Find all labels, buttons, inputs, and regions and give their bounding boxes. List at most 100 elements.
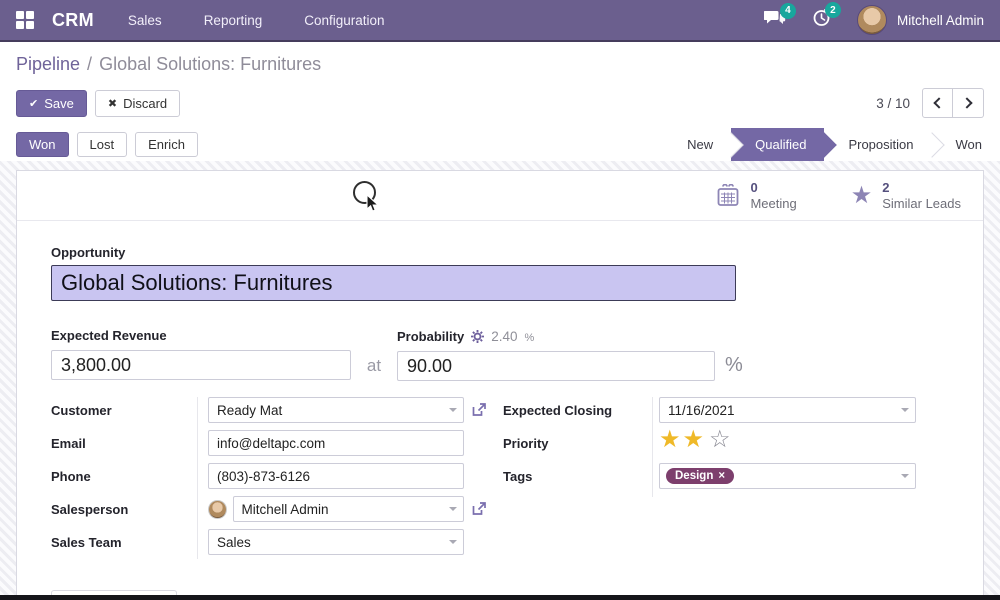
left-field-column: Customer Ready Mat Email <box>51 397 503 562</box>
fields-grid: Customer Ready Mat Email <box>51 397 949 562</box>
stage-proposition[interactable]: Proposition <box>824 128 932 161</box>
salesperson-label: Salesperson <box>51 501 129 517</box>
meeting-stat-text: 0 Meeting <box>750 180 796 213</box>
salesperson-control: Mitchell Admin <box>208 496 464 522</box>
bottom-progress-bar <box>0 595 1000 600</box>
opportunity-title-input[interactable]: Global Solutions: Furnitures <box>51 265 736 301</box>
cross-icon: ✖ <box>107 97 118 110</box>
mouse-cursor-icon <box>366 194 380 212</box>
stage-qualified[interactable]: Qualified <box>731 128 825 161</box>
activities-badge: 2 <box>824 2 841 18</box>
group-divider-right <box>652 397 653 497</box>
star-icon: ★ <box>850 182 873 209</box>
activities-button[interactable]: 2 <box>812 2 841 32</box>
expected-closing-select[interactable]: 11/16/2021 <box>659 397 916 423</box>
mark-lost-button[interactable]: Lost <box>76 132 128 157</box>
breadcrumb-separator: / <box>87 53 93 74</box>
probability-label: Probability <box>397 329 465 344</box>
at-word: at <box>366 356 382 375</box>
chevron-down-icon <box>449 540 457 544</box>
record-actions: ✔ Save ✖ Discard <box>16 89 181 117</box>
phone-input[interactable]: (803)-873-6126 <box>208 463 464 489</box>
salesperson-field-row: Salesperson Mitchell Admin <box>51 496 503 522</box>
chevron-down-icon <box>901 408 909 412</box>
tags-field-row: Tags Design × <box>503 463 923 489</box>
customer-label: Customer <box>51 402 112 418</box>
tags-input: Design × <box>659 463 916 489</box>
apps-menu-icon[interactable] <box>16 11 34 29</box>
probability-label-row: Probability 2.40 % <box>397 328 715 344</box>
similar-leads-stat-button[interactable]: ★ 2 Similar Leads <box>839 176 973 217</box>
discard-button-label: Discard <box>123 95 168 111</box>
phone-field-row: Phone (803)-873-6126 <box>51 463 503 489</box>
customer-field-row: Customer Ready Mat <box>51 397 503 423</box>
customer-external-link-icon[interactable] <box>471 402 487 418</box>
tag-design[interactable]: Design × <box>666 468 735 484</box>
sheet-button-box: 0 Meeting ★ 2 Similar Leads <box>17 171 983 221</box>
customer-select[interactable]: Ready Mat <box>208 397 464 423</box>
expected-revenue-group: Expected Revenue 3,800.00 <box>51 328 351 381</box>
app-brand[interactable]: CRM <box>52 9 94 30</box>
meeting-stat-button[interactable]: 0 Meeting <box>704 176 808 217</box>
meeting-count: 0 <box>750 179 758 195</box>
star-empty-icon[interactable]: ☆ <box>709 425 731 453</box>
tags-select[interactable]: Design × <box>659 463 916 489</box>
right-field-column: Expected Closing 11/16/2021 Priority ★★ … <box>503 397 923 562</box>
form-sheet: 0 Meeting ★ 2 Similar Leads Opportunity <box>16 170 984 600</box>
navbar-right: 4 2 Mitchell Admin <box>763 2 984 35</box>
salesperson-external-link-icon[interactable] <box>471 501 487 517</box>
pager: 3 / 10 <box>876 88 984 118</box>
tags-label: Tags <box>503 468 533 484</box>
probability-auto-unit: % <box>524 332 535 344</box>
menu-sales[interactable]: Sales <box>127 12 162 28</box>
sales-team-field-row: Sales Team Sales <box>51 529 503 555</box>
save-button[interactable]: ✔ Save <box>16 89 87 117</box>
sales-team-value: Sales <box>208 529 464 555</box>
breadcrumb-pipeline-link[interactable]: Pipeline <box>16 53 81 74</box>
email-input-wrap: info@deltapc.com <box>208 430 464 456</box>
phone-label: Phone <box>51 468 91 484</box>
salesperson-value: Mitchell Admin <box>232 496 464 522</box>
tag-remove-icon[interactable]: × <box>718 470 726 482</box>
expected-revenue-input[interactable]: 3,800.00 <box>51 350 351 380</box>
navbar-left: CRM Sales Reporting Configuration <box>16 10 427 31</box>
email-input[interactable]: info@deltapc.com <box>208 430 464 456</box>
top-navbar: CRM Sales Reporting Configuration 4 2 <box>0 0 1000 42</box>
phone-input-wrap: (803)-873-6126 <box>208 463 464 489</box>
messages-button[interactable]: 4 <box>763 2 796 32</box>
user-name[interactable]: Mitchell Admin <box>896 12 984 28</box>
stage-statusbar: New Qualified Proposition Won <box>663 128 1000 161</box>
sales-team-select[interactable]: Sales <box>208 529 464 555</box>
probability-unit-suffix: % <box>725 354 743 376</box>
salesperson-select[interactable]: Mitchell Admin <box>232 496 464 522</box>
revenue-probability-row: Expected Revenue 3,800.00 at Probability <box>51 328 949 381</box>
probability-input[interactable]: 90.00 <box>397 351 715 381</box>
discard-button[interactable]: ✖ Discard <box>94 89 181 117</box>
menu-reporting[interactable]: Reporting <box>203 12 263 28</box>
stage-new[interactable]: New <box>663 128 732 161</box>
chevron-down-icon <box>901 474 909 478</box>
email-field-row: Email info@deltapc.com <box>51 430 503 456</box>
calendar-icon <box>718 184 739 206</box>
group-divider-left <box>197 397 198 559</box>
priority-stars[interactable]: ★★ ☆ <box>659 427 731 453</box>
probability-auto-value: 2.40 <box>491 329 518 344</box>
meeting-label: Meeting <box>750 196 797 211</box>
spinner-circle <box>353 181 376 204</box>
star-filled-icons[interactable]: ★★ <box>659 425 707 453</box>
stage-action-buttons: Won Lost Enrich <box>16 132 198 157</box>
menu-configuration[interactable]: Configuration <box>304 12 385 28</box>
enrich-button[interactable]: Enrich <box>135 132 198 157</box>
expected-closing-field-row: Expected Closing 11/16/2021 <box>503 397 923 423</box>
pager-next-button[interactable] <box>953 88 984 118</box>
chevron-left-icon <box>933 97 945 109</box>
user-avatar[interactable] <box>856 5 887 35</box>
breadcrumb: Pipeline / Global Solutions: Furnitures <box>0 44 1000 84</box>
action-row: ✔ Save ✖ Discard 3 / 10 <box>0 86 1000 120</box>
gear-icon[interactable] <box>471 330 485 343</box>
sales-team-label: Sales Team <box>51 534 122 550</box>
salesperson-avatar <box>208 499 227 519</box>
pager-previous-button[interactable] <box>922 88 953 118</box>
mark-won-button[interactable]: Won <box>16 132 69 157</box>
